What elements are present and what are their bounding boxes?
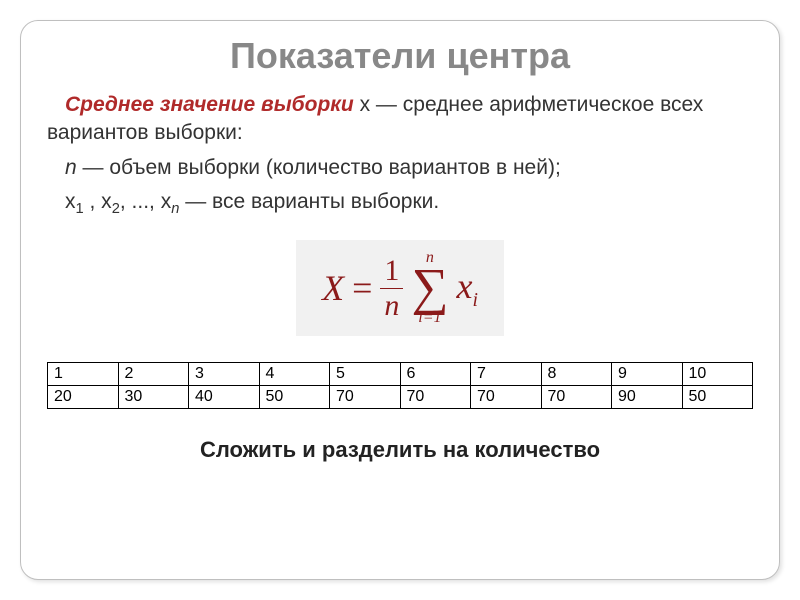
formula-xi: xi [456,265,477,312]
formula-frac: 1 n [380,256,403,321]
table-cell: 7 [471,363,542,386]
sub-2: 2 [112,201,120,217]
table-cell: 4 [259,363,330,386]
table-cell: 40 [189,386,260,409]
table-cell: 70 [330,386,401,409]
sigma-icon: ∑ [411,266,448,310]
formula-mean: X = 1 n n ∑ i=1 xi [322,250,478,326]
xi-base: x [456,266,472,306]
table-cell: 5 [330,363,401,386]
table-cell: 6 [400,363,471,386]
formula-lhs: X [322,267,344,309]
table-cell: 10 [682,363,753,386]
frac-num: 1 [380,256,403,289]
table-cell: 2 [118,363,189,386]
p2-rest: — объем выборки (количество вариантов в … [77,156,561,179]
sym-n: n [65,156,77,179]
term-mean: Среднее значение выборки [65,93,354,116]
xi-sub: i [472,289,478,311]
table-cell: 90 [612,386,683,409]
slide-title: Показатели центра [47,35,753,77]
table-cell: 50 [259,386,330,409]
sym-x1: x [65,190,76,213]
footer-instruction: Сложить и разделить на количество [47,437,753,463]
table-cell: 50 [682,386,753,409]
table-cell: 9 [612,363,683,386]
formula-box: X = 1 n n ∑ i=1 xi [296,240,504,336]
mid1: , x [84,190,112,213]
table-cell: 3 [189,363,260,386]
sub-1: 1 [76,201,84,217]
sum-lower: i=1 [418,310,441,326]
table-cell: 70 [400,386,471,409]
table-cell: 30 [118,386,189,409]
table-cell: 20 [48,386,119,409]
paragraph-x-def: x1 , x2, ..., xn — все варианты выборки. [47,188,753,220]
table-cell: 70 [541,386,612,409]
formula-container: X = 1 n n ∑ i=1 xi [47,240,753,336]
formula-sum: n ∑ i=1 [411,250,448,326]
table-cell: 8 [541,363,612,386]
p3-rest: — все варианты выборки. [179,190,439,213]
table-row: 20 30 40 50 70 70 70 70 90 50 [48,386,753,409]
formula-eq: = [352,267,372,309]
paragraph-n-def: n — объем выборки (количество вариантов … [47,154,753,182]
paragraph-mean-def: Среднее значение выборки x — среднее ари… [47,91,753,148]
mid2: , ..., x [120,190,171,213]
data-table: 1 2 3 4 5 6 7 8 9 10 20 30 40 50 70 70 7… [47,362,753,409]
slide-card: Показатели центра Среднее значение выбор… [20,20,780,580]
table-row: 1 2 3 4 5 6 7 8 9 10 [48,363,753,386]
frac-den: n [384,289,399,321]
table-cell: 1 [48,363,119,386]
table-cell: 70 [471,386,542,409]
